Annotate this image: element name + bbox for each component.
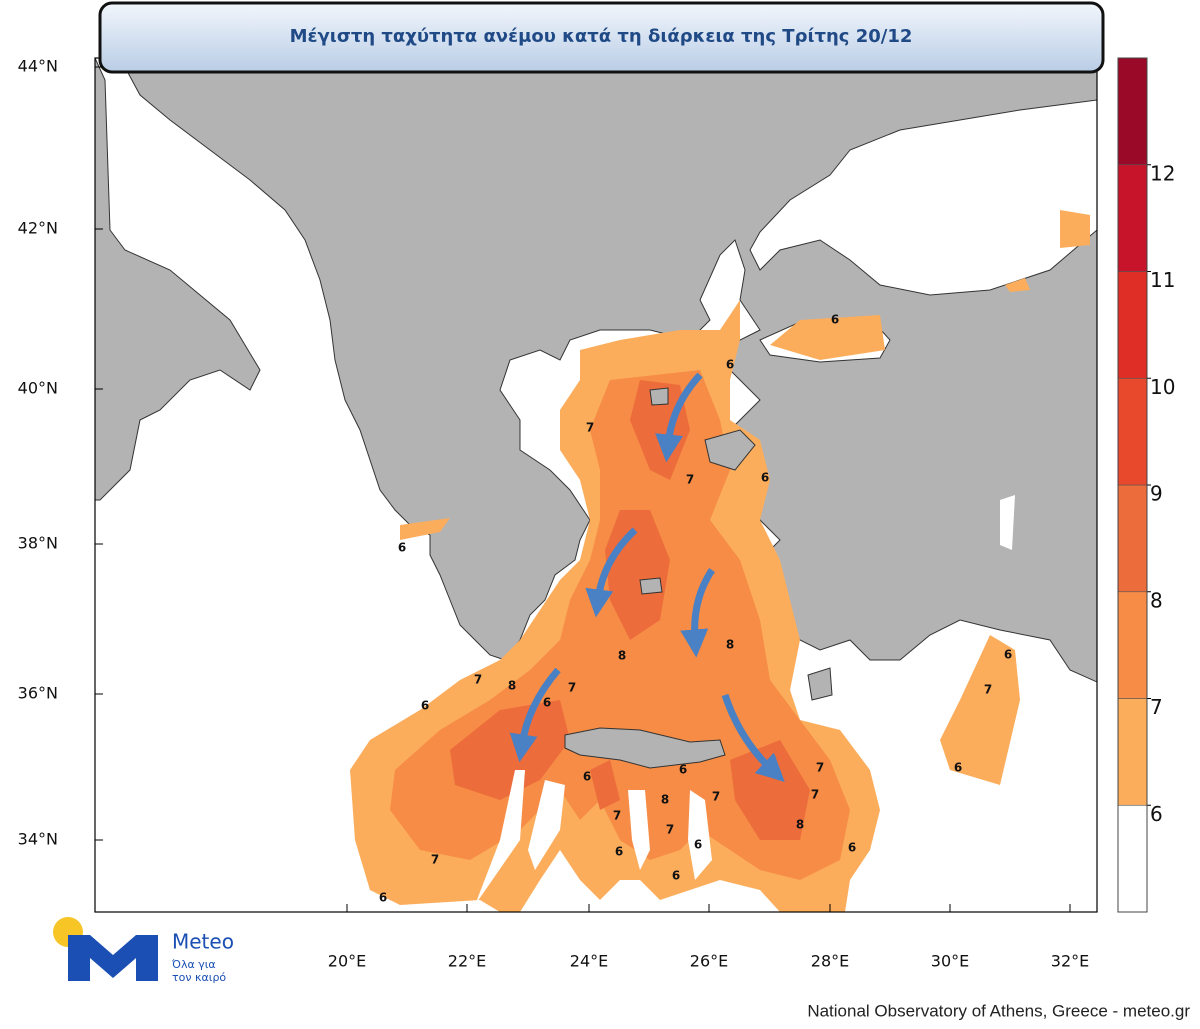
lat-label: 42°N bbox=[18, 219, 58, 238]
contour-label: 6 bbox=[831, 313, 839, 327]
contour-label: 6 bbox=[583, 770, 591, 784]
contour-label: 7 bbox=[613, 809, 621, 823]
wind-arrow bbox=[585, 527, 638, 618]
contour-label: 6 bbox=[679, 763, 687, 777]
lat-label: 34°N bbox=[18, 830, 58, 849]
contour-label: 8 bbox=[726, 638, 734, 652]
sea bbox=[628, 790, 650, 870]
contour-label: 6 bbox=[398, 541, 406, 555]
lat-label: 44°N bbox=[18, 57, 58, 76]
colorbar-label: 6 bbox=[1150, 802, 1163, 826]
contour-label: 6 bbox=[848, 841, 856, 855]
sea bbox=[1000, 495, 1015, 550]
contour-label: 7 bbox=[686, 473, 694, 487]
colorbar-swatch bbox=[1117, 271, 1148, 379]
contour-label: 6 bbox=[672, 869, 680, 883]
island bbox=[639, 577, 663, 595]
island bbox=[649, 387, 669, 406]
colorbar-label: 9 bbox=[1150, 482, 1163, 506]
island bbox=[564, 727, 726, 769]
title: Μέγιστη ταχύτητα ανέμου κατά τη διάρκεια… bbox=[290, 26, 913, 47]
contour-label: 6 bbox=[694, 838, 702, 852]
contour-label: 6 bbox=[726, 358, 734, 372]
wind-area bbox=[770, 315, 885, 360]
lon-label: 24°E bbox=[570, 952, 608, 971]
colorbar-label: 10 bbox=[1150, 375, 1175, 399]
logo-tagline: τον καιρό bbox=[172, 971, 226, 984]
wind-area bbox=[590, 760, 620, 810]
contour-label: 7 bbox=[816, 761, 824, 775]
land bbox=[95, 58, 261, 501]
contour-label: 8 bbox=[618, 649, 626, 663]
logo-tagline: Όλα για bbox=[171, 958, 216, 971]
lat-label: 38°N bbox=[18, 534, 58, 553]
wind-area bbox=[1005, 278, 1030, 292]
wind-area bbox=[730, 740, 810, 840]
island bbox=[807, 667, 833, 701]
contour-label: 6 bbox=[954, 761, 962, 775]
wind-arrow bbox=[655, 372, 703, 463]
lon-label: 26°E bbox=[690, 952, 728, 971]
wind-arrow bbox=[680, 568, 715, 658]
colorbar-frame bbox=[1117, 57, 1148, 913]
island bbox=[704, 429, 756, 471]
colorbar-swatch bbox=[1117, 164, 1148, 272]
logo: Meteo Όλα για τον καιρό bbox=[53, 917, 234, 984]
lon-label: 32°E bbox=[1051, 952, 1089, 971]
contour-label: 6 bbox=[379, 891, 387, 905]
colorbar-swatch bbox=[1117, 484, 1148, 593]
wind-area bbox=[1060, 210, 1090, 248]
colorbar-swatch bbox=[1117, 804, 1148, 913]
wind-area bbox=[400, 518, 450, 540]
contour-label: 8 bbox=[661, 793, 669, 807]
logo-mark bbox=[68, 935, 158, 981]
lon-label: 22°E bbox=[448, 952, 486, 971]
logo-name: Meteo bbox=[172, 930, 234, 954]
contour-label: 7 bbox=[431, 853, 439, 867]
contour-label: 7 bbox=[811, 788, 819, 802]
colorbar-label: 7 bbox=[1150, 695, 1163, 719]
map-area: 6 6 7 7 6 6 8 8 7 8 7 6 6 6 7 6 6 6 7 8 7 7 7 7 8 6 6 6 7 6 6 bbox=[95, 58, 1097, 912]
colorbar-swatch bbox=[1117, 57, 1148, 166]
contour-label: 7 bbox=[712, 790, 720, 804]
contour-label: 6 bbox=[615, 845, 623, 859]
colorbar-swatch bbox=[1117, 591, 1148, 699]
contour-label: 6 bbox=[543, 696, 551, 710]
colorbar-label: 11 bbox=[1150, 268, 1175, 292]
colorbar-swatch bbox=[1117, 377, 1148, 486]
wind-arrow bbox=[721, 693, 785, 782]
contour-label: 7 bbox=[568, 681, 576, 695]
sea bbox=[688, 790, 712, 880]
sea bbox=[749, 99, 1097, 296]
credit: National Observatory of Athens, Greece -… bbox=[807, 1001, 1190, 1020]
contour-label: 7 bbox=[984, 683, 992, 697]
contour-label: 7 bbox=[666, 823, 674, 837]
colorbar-label: 8 bbox=[1150, 588, 1163, 612]
contour-label: 7 bbox=[474, 673, 482, 687]
colorbar-swatch bbox=[1117, 698, 1148, 806]
colorbar-label: 12 bbox=[1150, 161, 1175, 185]
contour-label: 6 bbox=[421, 699, 429, 713]
contour-label: 8 bbox=[508, 679, 516, 693]
contour-label: 8 bbox=[796, 818, 804, 832]
lon-label: 28°E bbox=[811, 952, 849, 971]
lat-label: 40°N bbox=[18, 379, 58, 398]
wind-area bbox=[940, 635, 1020, 785]
sea bbox=[475, 770, 525, 905]
contour-label: 6 bbox=[1004, 648, 1012, 662]
lon-label: 30°E bbox=[931, 952, 969, 971]
lat-label: 36°N bbox=[18, 684, 58, 703]
wind-arrow bbox=[509, 667, 561, 763]
title-box bbox=[98, 1, 1105, 74]
contour-label: 7 bbox=[586, 421, 594, 435]
sea bbox=[528, 780, 565, 870]
lon-label: 20°E bbox=[328, 952, 366, 971]
contour-label: 6 bbox=[761, 471, 769, 485]
